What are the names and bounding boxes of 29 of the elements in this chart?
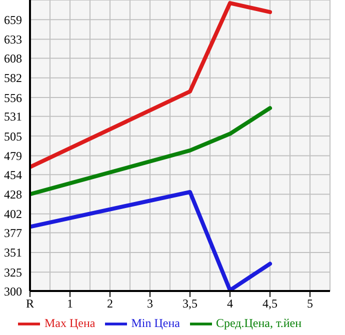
y-tick-label: 505 bbox=[4, 129, 22, 144]
x-tick-label: 3,5 bbox=[182, 296, 198, 311]
y-tick-label: 582 bbox=[4, 71, 22, 86]
y-tick-label: 479 bbox=[4, 148, 22, 163]
x-tick-label: 2 bbox=[107, 296, 113, 311]
y-tick-label: 608 bbox=[4, 51, 22, 66]
x-tick-label: 4 bbox=[227, 296, 233, 311]
x-tick-label: 5 bbox=[307, 296, 313, 311]
y-tick-label: 402 bbox=[4, 207, 22, 222]
x-tick-label: R bbox=[26, 296, 34, 311]
legend-label: Max Цена bbox=[44, 316, 96, 330]
line-series bbox=[30, 106, 272, 196]
y-tick-label: 659 bbox=[4, 12, 22, 27]
x-tick-label: 3 bbox=[147, 296, 153, 311]
x-tick-label: 1 bbox=[67, 296, 73, 311]
y-tick-label: 633 bbox=[4, 32, 22, 47]
line-series bbox=[30, 190, 272, 291]
legend-label: Сред.Цена, т.йен bbox=[216, 316, 302, 330]
y-tick-label: 351 bbox=[4, 246, 22, 260]
y-tick-label: 428 bbox=[4, 188, 22, 202]
legend-label: Min Цена bbox=[131, 316, 180, 330]
y-tick-label: 531 bbox=[4, 110, 22, 124]
y-tick-label: 300 bbox=[4, 284, 22, 298]
line-series bbox=[30, 1, 272, 170]
y-tick-label: 454 bbox=[4, 168, 22, 182]
y-tick-label: 377 bbox=[4, 226, 22, 240]
y-tick-label: 556 bbox=[4, 90, 22, 105]
y-tick-label: 325 bbox=[4, 265, 22, 280]
x-tick-label: 4,5 bbox=[262, 296, 278, 311]
